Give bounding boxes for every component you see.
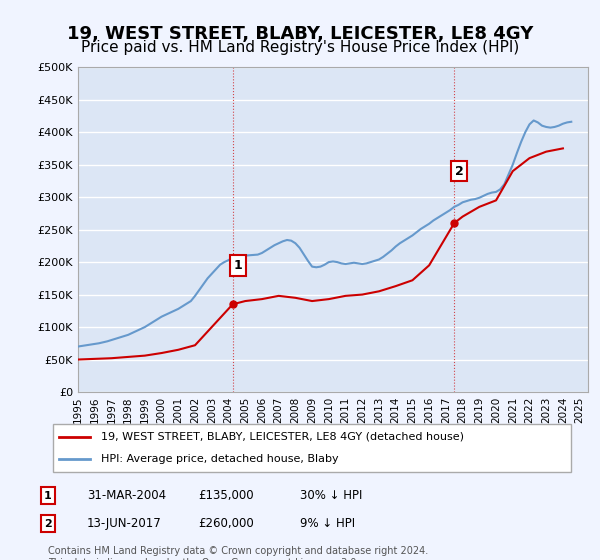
FancyBboxPatch shape [53, 424, 571, 472]
Text: 13-JUN-2017: 13-JUN-2017 [87, 517, 162, 530]
Text: 30% ↓ HPI: 30% ↓ HPI [300, 489, 362, 502]
Text: 1: 1 [233, 259, 242, 272]
Text: £135,000: £135,000 [198, 489, 254, 502]
Text: HPI: Average price, detached house, Blaby: HPI: Average price, detached house, Blab… [101, 454, 338, 464]
Text: £260,000: £260,000 [198, 517, 254, 530]
Text: 19, WEST STREET, BLABY, LEICESTER, LE8 4GY (detached house): 19, WEST STREET, BLABY, LEICESTER, LE8 4… [101, 432, 464, 442]
Text: 31-MAR-2004: 31-MAR-2004 [87, 489, 166, 502]
Text: 9% ↓ HPI: 9% ↓ HPI [300, 517, 355, 530]
Text: 2: 2 [455, 165, 464, 178]
Text: Price paid vs. HM Land Registry's House Price Index (HPI): Price paid vs. HM Land Registry's House … [81, 40, 519, 55]
Text: Contains HM Land Registry data © Crown copyright and database right 2024.
This d: Contains HM Land Registry data © Crown c… [48, 546, 428, 560]
Text: 2: 2 [44, 519, 52, 529]
Text: 1: 1 [44, 491, 52, 501]
Text: 19, WEST STREET, BLABY, LEICESTER, LE8 4GY: 19, WEST STREET, BLABY, LEICESTER, LE8 4… [67, 25, 533, 43]
